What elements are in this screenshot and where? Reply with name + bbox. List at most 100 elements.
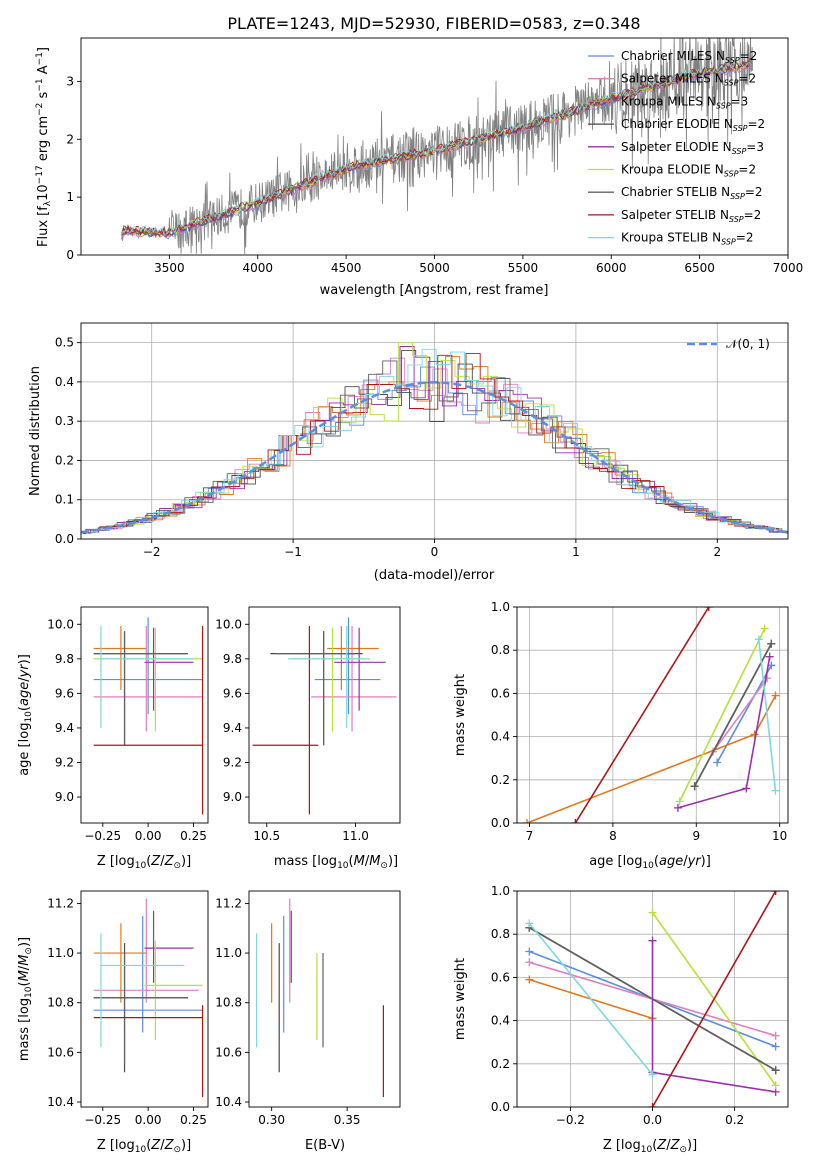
x-tick-label: 11.0 bbox=[342, 829, 369, 843]
x-axis-label: E(B-V) bbox=[305, 1138, 345, 1153]
weight-marker-1 bbox=[525, 958, 534, 967]
y-tick-label: 10.4 bbox=[215, 1095, 242, 1109]
x-tick-label: −0.25 bbox=[84, 829, 121, 843]
plot-area bbox=[255, 898, 384, 1098]
weight-marker-5 bbox=[648, 908, 657, 917]
weight-marker-6 bbox=[767, 639, 776, 648]
weight-marker-5 bbox=[675, 797, 684, 806]
weight-line-7 bbox=[574, 607, 710, 823]
y-tick-label: 0.2 bbox=[491, 1057, 510, 1071]
weight-marker-2 bbox=[771, 691, 780, 700]
plot-area bbox=[93, 898, 204, 1098]
weight-line-6 bbox=[528, 927, 777, 1071]
y-tick-label: 9.6 bbox=[223, 686, 242, 700]
weight-marker-0 bbox=[771, 1042, 780, 1051]
y-tick-label: 3 bbox=[66, 74, 74, 88]
y-tick-label: 10.6 bbox=[47, 1045, 74, 1059]
figure-title: PLATE=1243, MJD=52930, FIBERID=0583, z=0… bbox=[227, 14, 640, 33]
x-axis-label: Z [log10(Z/Z⊙)] bbox=[97, 854, 191, 871]
y-axis-label: mass weight bbox=[453, 958, 468, 1040]
weight-line-1 bbox=[712, 677, 768, 753]
y-tick-label: 0.6 bbox=[491, 686, 510, 700]
weight-marker-0 bbox=[713, 758, 722, 767]
y-tick-label: 0 bbox=[66, 248, 74, 262]
legend-label-8: Kroupa STELIB NSSP=2 bbox=[621, 231, 753, 247]
mass-vs-ebv-panel: 0.30 0.35 10.4 10.6 10.8 11.0 11.2 E(B-V) bbox=[215, 890, 401, 1153]
residual-hist-6 bbox=[81, 360, 788, 534]
weight-marker-5 bbox=[771, 1081, 780, 1090]
x-tick-label: 5500 bbox=[508, 261, 539, 275]
plot-area bbox=[523, 607, 780, 823]
y-tick-label: 0.4 bbox=[55, 375, 74, 389]
plot-background bbox=[249, 891, 400, 1107]
weight-marker-8 bbox=[648, 1070, 657, 1079]
observed-spectrum bbox=[121, 38, 753, 255]
legend-label-6: Chabrier STELIB NSSP=2 bbox=[621, 185, 763, 201]
y-tick-label: 0.0 bbox=[55, 532, 74, 546]
x-tick-label: 6000 bbox=[596, 261, 627, 275]
residual-hist-3 bbox=[81, 349, 788, 534]
weight-line-6 bbox=[693, 643, 773, 787]
y-tick-label: 2 bbox=[66, 132, 74, 146]
weight-marker-6 bbox=[690, 782, 699, 791]
legend-label-5: Kroupa ELODIE NSSP=2 bbox=[621, 163, 756, 179]
y-tick-label: 0.6 bbox=[491, 970, 510, 984]
legend-label-1: Salpeter MILES NSSP=2 bbox=[621, 72, 756, 88]
weight-marker-7 bbox=[771, 891, 780, 895]
y-tick-label: 0.4 bbox=[491, 730, 510, 744]
legend-label-4: Salpeter ELODIE NSSP=3 bbox=[621, 140, 764, 156]
weight-marker-8 bbox=[771, 786, 780, 795]
y-tick-label: 0.2 bbox=[491, 773, 510, 787]
weight-marker-4 bbox=[765, 652, 774, 661]
weight-marker-4 bbox=[673, 803, 682, 812]
x-tick-label: 7000 bbox=[773, 261, 804, 275]
y-tick-label: 0.8 bbox=[491, 927, 510, 941]
age-vs-metallicity-panel: −0.25 0.00 0.25 9.0 9.2 9.4 9.6 9.8 10.0 Z [log10… bbox=[17, 606, 209, 871]
x-axis-label: (data-model)/error bbox=[374, 568, 495, 583]
axes-frame bbox=[248, 606, 401, 824]
y-tick-label: 10.8 bbox=[215, 996, 242, 1010]
legend-label: 𝒩(0, 1) bbox=[726, 337, 770, 351]
x-axis-label: wavelength [Angstrom, rest frame] bbox=[320, 283, 549, 298]
y-tick-label: 0.3 bbox=[55, 414, 74, 428]
y-tick-label: 9.2 bbox=[223, 756, 242, 770]
y-tick-label: 10.0 bbox=[47, 617, 74, 631]
plot-area bbox=[81, 342, 788, 535]
y-axis-label: Normed distribution bbox=[28, 366, 43, 496]
y-tick-label: 9.0 bbox=[223, 790, 242, 804]
residual-hist-4 bbox=[81, 346, 788, 534]
plot-background bbox=[81, 607, 208, 823]
axes-frame bbox=[516, 606, 789, 824]
legend-label-0: Chabrier MILES NSSP=2 bbox=[621, 49, 757, 65]
y-tick-label: 10.4 bbox=[47, 1095, 74, 1109]
x-tick-label: −0.25 bbox=[84, 1113, 121, 1127]
x-tick-label: 0 bbox=[431, 545, 439, 559]
y-tick-label: 9.2 bbox=[55, 756, 74, 770]
residual-hist-8 bbox=[81, 348, 788, 535]
weight-marker-1 bbox=[763, 674, 772, 683]
y-tick-label: 1 bbox=[66, 190, 74, 204]
axes-frame bbox=[80, 890, 209, 1108]
x-tick-label: −1 bbox=[284, 545, 302, 559]
plot-area bbox=[121, 38, 753, 255]
x-tick-label: 0.25 bbox=[180, 1113, 207, 1127]
y-tick-label: 0.4 bbox=[491, 1014, 510, 1028]
weight-marker-4 bbox=[742, 784, 751, 793]
axes-frame bbox=[80, 606, 209, 824]
x-tick-label: 2 bbox=[713, 545, 721, 559]
x-axis-label: Z [log10(Z/Z⊙)] bbox=[97, 1138, 191, 1155]
x-tick-label: 9 bbox=[692, 829, 700, 843]
x-tick-label: 10 bbox=[772, 829, 787, 843]
x-tick-label: 0.25 bbox=[180, 829, 207, 843]
weight-line-5 bbox=[678, 628, 766, 802]
spectrum-panel: 3500 4000 4500 5000 5500 6000 6500 7000 0 1 2 3 wave… bbox=[35, 37, 804, 298]
weight-marker-8 bbox=[525, 919, 534, 928]
axes-frame bbox=[248, 890, 401, 1108]
y-tick-label: 0.0 bbox=[491, 816, 510, 830]
y-tick-label: 9.8 bbox=[223, 652, 242, 666]
y-tick-label: 10.6 bbox=[215, 1045, 242, 1059]
weight-marker-7 bbox=[571, 819, 580, 823]
plot-area bbox=[93, 617, 204, 815]
weight-marker-2 bbox=[525, 975, 534, 984]
